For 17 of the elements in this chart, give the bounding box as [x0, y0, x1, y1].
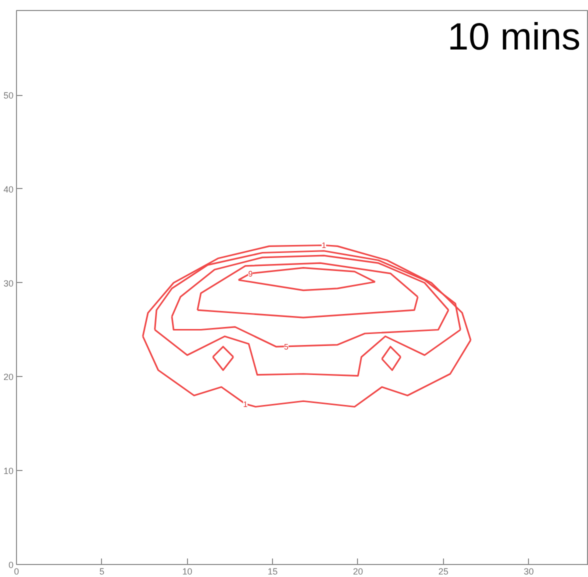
y-tick-label: 20 — [3, 372, 14, 382]
y-tick-label: 0 — [8, 560, 14, 570]
y-tick-label: 50 — [3, 90, 14, 101]
y-tick-label: 30 — [3, 278, 14, 288]
x-tick-label: 25 — [438, 566, 448, 576]
annotation: 5 — [284, 342, 290, 352]
x-tick-label: 30 — [524, 566, 534, 576]
x-tick-label: 10 — [182, 566, 192, 576]
y-tick-label: 40 — [3, 184, 14, 194]
annotation: 9 — [248, 269, 254, 278]
annotation: 10 mins — [447, 16, 581, 58]
annotation: 1 — [322, 241, 327, 250]
annotation: 1 — [243, 400, 248, 409]
x-tick-label: 5 — [99, 566, 104, 576]
x-tick-label: 20 — [352, 566, 364, 576]
x-tick-label: 15 — [268, 566, 278, 576]
y-tick-label: 10 — [3, 466, 14, 476]
